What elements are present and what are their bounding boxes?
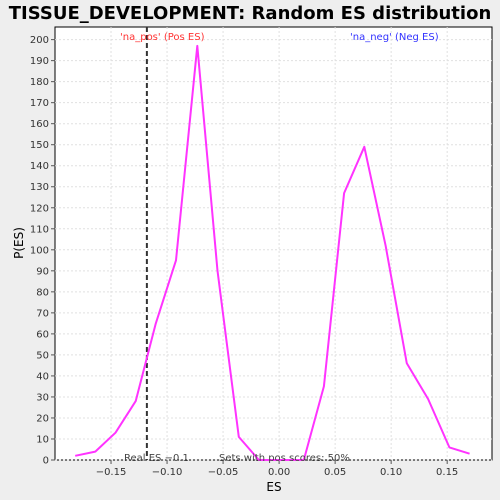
y-tick-label: 80 xyxy=(36,287,49,298)
y-tick-label: 40 xyxy=(36,371,49,382)
pos-es-label: 'na_pos' (Pos ES) xyxy=(120,32,205,43)
y-tick-label: 90 xyxy=(36,266,49,277)
y-tick-label: 100 xyxy=(30,245,49,256)
x-tick-label: −0.15 xyxy=(96,467,127,478)
chart-title: TISSUE_DEVELOPMENT: Random ES distributi… xyxy=(9,3,492,24)
x-tick-label: −0.05 xyxy=(208,467,239,478)
y-tick-label: 60 xyxy=(36,329,49,340)
y-tick-label: 110 xyxy=(30,224,49,235)
x-axis: −0.15 −0.10 −0.05 0.00 0.05 0.10 0.15 xyxy=(96,460,458,478)
real-es-label: Real ES −0.1 xyxy=(124,453,189,464)
x-tick-label: 0.00 xyxy=(268,467,290,478)
neg-es-label: 'na_neg' (Neg ES) xyxy=(350,32,439,43)
y-tick-label: 50 xyxy=(36,350,49,361)
y-tick-label: 20 xyxy=(36,413,49,424)
y-tick-label: 130 xyxy=(30,182,49,193)
y-tick-label: 190 xyxy=(30,56,49,67)
y-tick-label: 180 xyxy=(30,77,49,88)
y-tick-label: 120 xyxy=(30,203,49,214)
x-axis-label: ES xyxy=(266,480,281,494)
y-tick-label: 0 xyxy=(43,456,49,467)
series-line xyxy=(74,44,470,461)
x-tick-label: 0.15 xyxy=(436,467,458,478)
y-tick-label: 160 xyxy=(30,119,49,130)
y-tick-label: 140 xyxy=(30,161,49,172)
x-tick-label: 0.05 xyxy=(324,467,346,478)
x-tick-label: −0.10 xyxy=(152,467,183,478)
plot-area xyxy=(54,26,493,461)
y-tick-label: 200 xyxy=(30,35,49,46)
y-tick-label: 30 xyxy=(36,392,49,403)
y-tick-label: 150 xyxy=(30,140,49,151)
gridlines xyxy=(55,27,492,461)
x-tick-label: 0.10 xyxy=(380,467,402,478)
y-tick-label: 70 xyxy=(36,308,49,319)
y-axis-label: P(ES) xyxy=(12,227,26,259)
y-tick-label: 10 xyxy=(36,434,49,445)
y-axis: 0 10 20 30 40 50 60 70 80 90 100 110 120 130 140 150 160… xyxy=(30,35,55,467)
y-tick-label: 170 xyxy=(30,98,49,109)
sets-pos-label: Sets with pos scores: 50% xyxy=(219,453,350,464)
